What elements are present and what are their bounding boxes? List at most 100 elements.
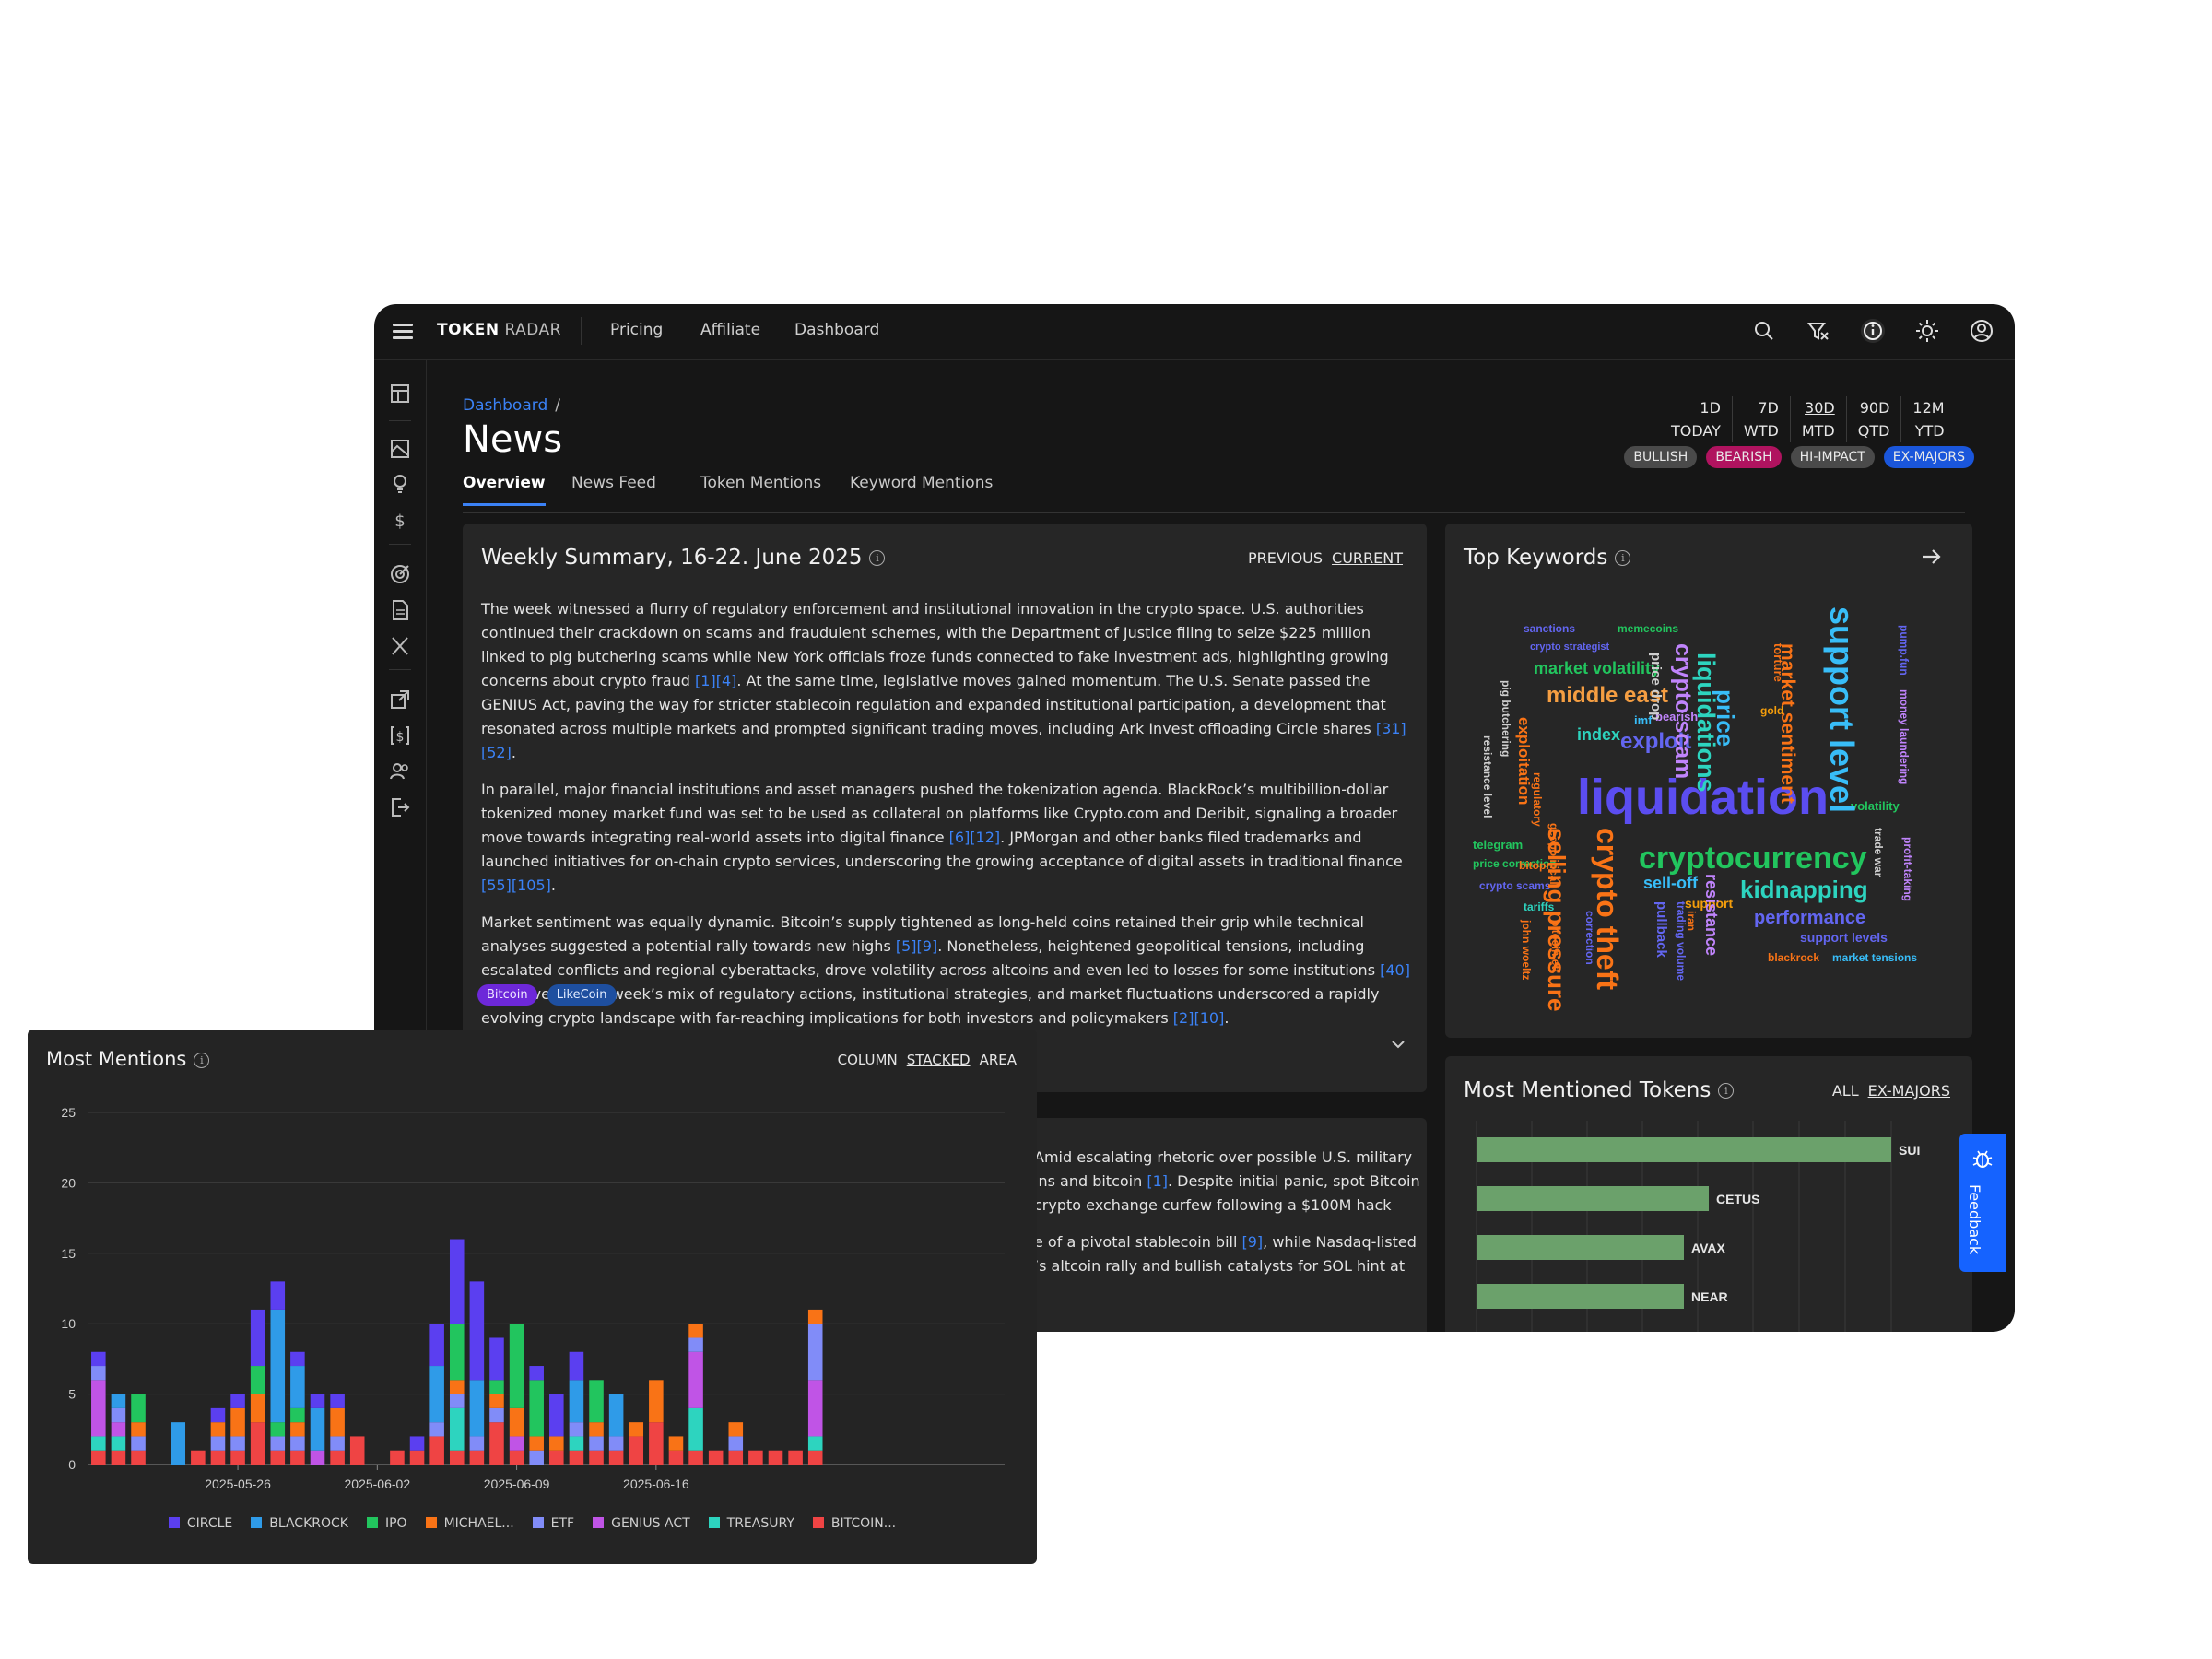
info-icon[interactable]: i: [1615, 550, 1631, 566]
token-bar[interactable]: [1477, 1284, 1684, 1309]
external-link-icon[interactable]: [388, 688, 412, 712]
bar-segment[interactable]: [310, 1407, 325, 1451]
bar-segment[interactable]: [191, 1450, 206, 1465]
bar-segment[interactable]: [668, 1436, 684, 1451]
keyword-word[interactable]: index: [1577, 725, 1621, 744]
keyword-word[interactable]: imf: [1634, 713, 1653, 727]
filter-off-icon[interactable]: [1806, 318, 1831, 344]
citation-link[interactable]: [55][105]: [481, 877, 551, 894]
user-account-icon[interactable]: [1969, 318, 1994, 344]
bar-segment[interactable]: [111, 1450, 126, 1465]
breadcrumb-dashboard[interactable]: Dashboard: [463, 396, 548, 415]
bar-segment[interactable]: [290, 1407, 305, 1423]
bar-segment[interactable]: [111, 1436, 126, 1451]
logout-icon[interactable]: [388, 795, 412, 819]
keyword-word[interactable]: resistance: [1702, 874, 1721, 957]
tab-news-feed[interactable]: News Feed: [571, 474, 656, 492]
chevron-down-icon[interactable]: [1390, 1036, 1406, 1053]
keyword-word[interactable]: market volatility: [1534, 659, 1661, 677]
keyword-word[interactable]: price correction: [1473, 857, 1557, 870]
bar-segment[interactable]: [210, 1450, 226, 1465]
citation-link[interactable]: [1][4]: [695, 672, 737, 689]
bar-segment[interactable]: [409, 1450, 425, 1465]
keyword-word[interactable]: trade war: [1872, 828, 1885, 877]
tag-bitcoin[interactable]: Bitcoin: [477, 984, 537, 1006]
bar-segment[interactable]: [250, 1394, 265, 1423]
bar-segment[interactable]: [807, 1309, 823, 1324]
keyword-word[interactable]: crypto strategist: [1530, 641, 1610, 653]
bar-segment[interactable]: [768, 1450, 783, 1465]
bar-segment[interactable]: [250, 1366, 265, 1394]
bar-segment[interactable]: [270, 1436, 286, 1451]
current-button[interactable]: CURRENT: [1332, 549, 1403, 567]
citation-link[interactable]: [1]: [1147, 1172, 1168, 1190]
bar-segment[interactable]: [629, 1436, 644, 1465]
users-icon[interactable]: [388, 759, 412, 783]
bar-segment[interactable]: [569, 1351, 584, 1381]
bar-segment[interactable]: [330, 1436, 345, 1451]
bar-segment[interactable]: [728, 1450, 744, 1465]
bar-segment[interactable]: [449, 1394, 465, 1408]
search-icon[interactable]: [1751, 318, 1777, 344]
keyword-word[interactable]: exploit: [1620, 729, 1692, 754]
bar-segment[interactable]: [589, 1380, 604, 1423]
keyword-word[interactable]: crypto scams: [1479, 879, 1551, 892]
keyword-word[interactable]: market tensions: [1832, 951, 1918, 964]
menu-icon[interactable]: [391, 320, 415, 344]
bar-segment[interactable]: [230, 1407, 245, 1437]
keyword-word[interactable]: bitopro: [1519, 859, 1558, 872]
dollar-icon[interactable]: $: [388, 508, 412, 532]
bar-segment[interactable]: [549, 1436, 564, 1451]
bar-segment[interactable]: [668, 1450, 684, 1465]
keyword-word[interactable]: sanctions: [1524, 622, 1576, 635]
bar-segment[interactable]: [310, 1394, 325, 1408]
keyword-word[interactable]: pig butchering: [1500, 680, 1512, 758]
chip-ex-majors[interactable]: EX-MAJORS: [1883, 446, 1974, 468]
bar-segment[interactable]: [390, 1450, 405, 1465]
bar-segment[interactable]: [469, 1436, 485, 1451]
keyword-word[interactable]: correction: [1583, 911, 1596, 965]
keyword-word[interactable]: pullback: [1653, 901, 1669, 958]
bar-segment[interactable]: [449, 1239, 465, 1324]
bar-segment[interactable]: [708, 1450, 724, 1465]
tab-keyword-mentions[interactable]: Keyword Mentions: [850, 474, 994, 492]
bar-segment[interactable]: [270, 1422, 286, 1437]
bar-segment[interactable]: [111, 1422, 126, 1437]
bar-segment[interactable]: [529, 1450, 544, 1465]
citation-link[interactable]: [31][52]: [481, 720, 1406, 761]
bar-segment[interactable]: [230, 1450, 245, 1465]
mode-stacked[interactable]: STACKED: [906, 1052, 971, 1068]
bar-segment[interactable]: [250, 1309, 265, 1367]
tag-likecoin[interactable]: LikeCoin: [547, 984, 617, 1006]
period-12m[interactable]: 12M YTD: [1900, 396, 1955, 442]
bar-segment[interactable]: [569, 1436, 584, 1451]
bar-segment[interactable]: [230, 1394, 245, 1408]
bar-segment[interactable]: [429, 1324, 444, 1367]
bar-segment[interactable]: [489, 1394, 504, 1408]
bar-segment[interactable]: [788, 1450, 803, 1465]
bar-segment[interactable]: [330, 1407, 345, 1437]
citation-link[interactable]: [6][12]: [948, 829, 1001, 846]
bar-segment[interactable]: [290, 1366, 305, 1408]
keyword-word[interactable]: liquidation: [1577, 770, 1829, 825]
keyword-word[interactable]: support levels: [1800, 930, 1888, 945]
bar-segment[interactable]: [111, 1394, 126, 1408]
bar-segment[interactable]: [429, 1422, 444, 1437]
bar-segment[interactable]: [230, 1436, 245, 1451]
token-bar[interactable]: [1477, 1235, 1684, 1260]
bar-segment[interactable]: [629, 1422, 644, 1437]
bar-segment[interactable]: [569, 1450, 584, 1465]
bar-segment[interactable]: [807, 1450, 823, 1465]
period-90d[interactable]: 90D QTD: [1845, 396, 1901, 442]
keyword-word[interactable]: iran: [1685, 911, 1698, 932]
bar-segment[interactable]: [489, 1407, 504, 1423]
bar-segment[interactable]: [409, 1436, 425, 1451]
mode-column[interactable]: COLUMN: [837, 1052, 898, 1068]
keyword-word[interactable]: market sentiment: [1777, 643, 1798, 804]
tab-overview[interactable]: Overview: [463, 474, 546, 506]
bar-segment[interactable]: [688, 1337, 703, 1352]
bar-segment[interactable]: [469, 1380, 485, 1437]
bar-segment[interactable]: [608, 1450, 624, 1465]
citation-link[interactable]: [9]: [1241, 1233, 1264, 1251]
bar-segment[interactable]: [131, 1422, 146, 1437]
